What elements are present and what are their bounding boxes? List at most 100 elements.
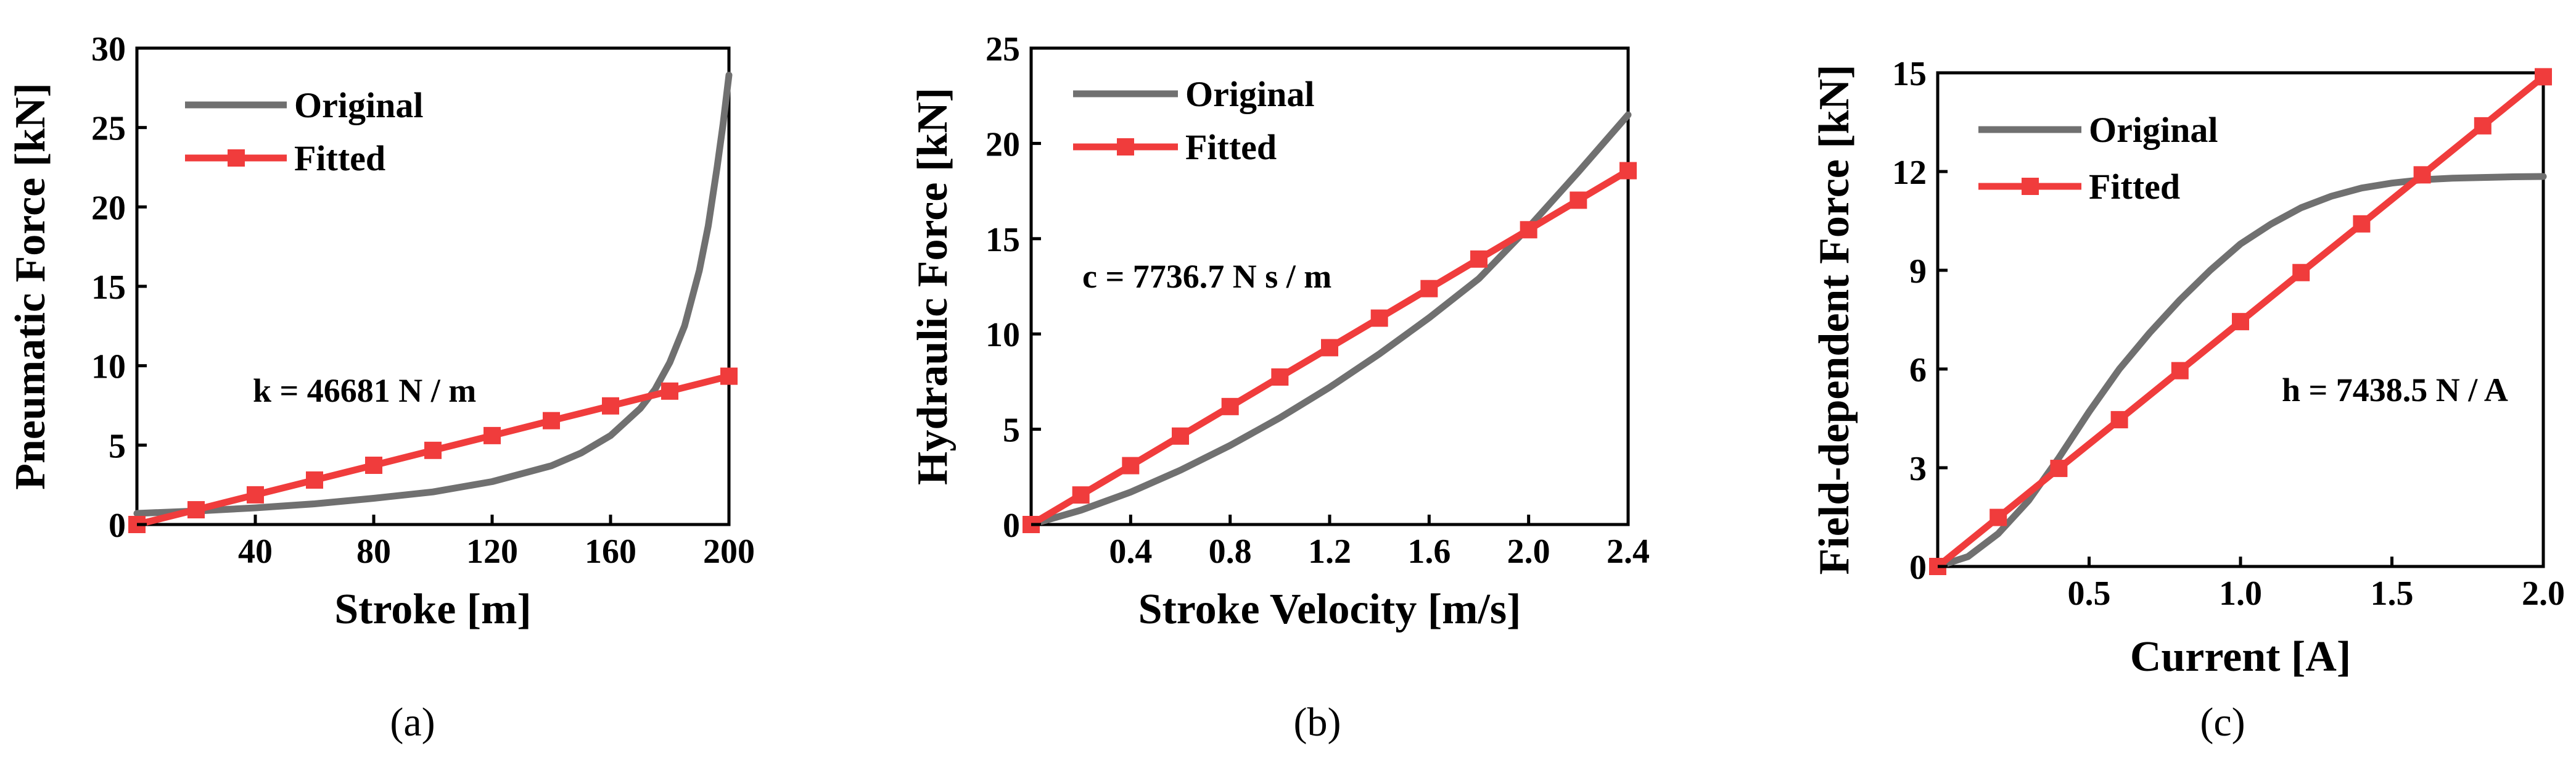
caption: (b) <box>1294 700 1341 745</box>
data-point-fitted <box>306 471 323 489</box>
annotation: k = 46681 N / m <box>253 372 476 409</box>
data-point-fitted <box>2413 166 2431 184</box>
y-ticks: 0 5 10 15 20 25 <box>986 30 1041 545</box>
x-tick-label: 40 <box>238 533 273 571</box>
data-point-fitted <box>365 457 382 475</box>
x-tick-label: 160 <box>585 533 636 571</box>
data-point-fitted <box>2232 313 2249 331</box>
x-ticks: 0.5 1.0 1.5 2.0 <box>2068 557 2565 613</box>
x-tick-label: 80 <box>356 533 391 571</box>
legend-label-fitted: Fitted <box>1185 127 1277 167</box>
data-point-fitted <box>2050 460 2068 478</box>
data-point-fitted <box>1221 397 1239 415</box>
y-tick-label: 0 <box>1909 549 1927 587</box>
x-tick-label: 1.6 <box>1407 533 1451 571</box>
data-point-fitted <box>1470 250 1488 268</box>
y-tick-label: 15 <box>91 268 126 307</box>
y-axis-label: Field-dependent Force [kN] <box>1811 65 1858 575</box>
data-point-fitted <box>543 412 560 429</box>
series-line-original <box>1027 111 1632 528</box>
data-point-fitted <box>1619 162 1637 180</box>
y-tick-label: 15 <box>986 221 1020 259</box>
data-point-fitted <box>424 441 442 459</box>
legend: Original Fitted <box>185 85 423 178</box>
y-tick-label: 20 <box>986 125 1020 164</box>
data-point-fitted <box>1122 457 1140 475</box>
x-tick-label: 1.2 <box>1308 533 1351 571</box>
x-ticks: 40 80 120 160 200 <box>238 515 755 571</box>
data-point-fitted <box>661 382 678 400</box>
x-tick-label: 2.4 <box>1607 533 1650 571</box>
y-tick-label: 10 <box>91 348 126 386</box>
y-tick-label: 5 <box>109 427 126 465</box>
data-point-fitted <box>187 501 205 519</box>
y-tick-label: 20 <box>91 189 126 227</box>
data-point-fitted <box>1072 486 1090 504</box>
plot-marks <box>128 72 738 533</box>
panel-c: 0.5 1.0 1.5 2.0 0 3 6 9 12 15 Current [A] Field-… <box>1811 55 2565 745</box>
legend-label-original: Original <box>1185 74 1314 114</box>
y-tick-label: 30 <box>91 30 126 68</box>
y-tick-label: 0 <box>1003 507 1020 545</box>
plot-marks <box>1929 68 2552 575</box>
legend-label-fitted: Fitted <box>294 138 385 178</box>
data-point-fitted <box>2171 362 2189 380</box>
data-point-fitted <box>2292 263 2310 281</box>
x-axis-label: Stroke Velocity [m/s] <box>1138 586 1521 633</box>
data-point-fitted <box>1321 339 1338 357</box>
data-point-fitted <box>1570 191 1587 209</box>
x-axis-label: Current [A] <box>2130 633 2351 681</box>
caption: (a) <box>390 700 435 745</box>
data-point-fitted <box>2353 215 2371 233</box>
y-tick-label: 25 <box>986 30 1020 68</box>
data-point-fitted <box>1271 368 1289 386</box>
x-ticks: 0.4 0.8 1.2 1.6 2.0 2.4 <box>1109 515 1650 571</box>
panel-b: 0.4 0.8 1.2 1.6 2.0 2.4 0 5 10 15 20 25 Stroke Vel… <box>909 30 1650 745</box>
data-point-fitted <box>1990 508 2007 526</box>
data-point-fitted <box>1172 427 1189 445</box>
legend: Original Fitted <box>1073 74 1314 167</box>
y-tick-label: 5 <box>1003 412 1020 450</box>
caption: (c) <box>2200 700 2245 745</box>
data-point-fitted <box>2535 68 2552 86</box>
data-point-fitted <box>720 367 738 385</box>
data-point-fitted <box>1520 221 1537 239</box>
x-tick-label: 2.0 <box>1507 533 1550 571</box>
panel-a: 40 80 120 160 200 0 5 10 15 20 25 30 Stroke [m] Pn… <box>7 30 755 745</box>
legend: Original Fitted <box>1978 110 2218 207</box>
data-point-fitted <box>2474 117 2492 135</box>
x-tick-label: 1.0 <box>2219 574 2262 613</box>
y-tick-label: 25 <box>91 110 126 148</box>
data-point-fitted <box>1420 280 1438 297</box>
x-tick-label: 200 <box>703 533 755 571</box>
y-ticks: 0 5 10 15 20 25 30 <box>91 30 147 545</box>
data-point-fitted <box>1370 309 1388 327</box>
y-ticks: 0 3 6 9 12 15 <box>1892 55 1948 587</box>
legend-marker-fitted <box>228 149 245 167</box>
x-tick-label: 2.0 <box>2522 574 2565 613</box>
y-tick-label: 12 <box>1892 154 1927 192</box>
data-point-fitted <box>484 426 501 444</box>
x-tick-label: 0.5 <box>2068 574 2111 613</box>
y-axis-label: Hydraulic Force [kN] <box>909 88 957 485</box>
y-tick-label: 15 <box>1892 55 1927 93</box>
y-tick-label: 3 <box>1909 450 1927 488</box>
x-tick-label: 120 <box>466 533 518 571</box>
legend-label-original: Original <box>2089 110 2218 150</box>
x-axis-label: Stroke [m] <box>334 586 531 633</box>
annotation: h = 7438.5 N / A <box>2282 371 2508 409</box>
y-tick-label: 6 <box>1909 351 1927 389</box>
x-tick-label: 0.8 <box>1209 533 1252 571</box>
x-tick-label: 0.4 <box>1109 533 1152 571</box>
x-tick-label: 1.5 <box>2371 574 2414 613</box>
y-tick-label: 10 <box>986 316 1020 354</box>
data-point-fitted <box>602 397 619 415</box>
series-line-original <box>133 72 733 517</box>
legend-label-original: Original <box>294 85 423 125</box>
plot-marks <box>1023 111 1637 533</box>
annotation: c = 7736.7 N s / m <box>1082 258 1331 295</box>
legend-label-fitted: Fitted <box>2089 167 2180 207</box>
y-tick-label: 0 <box>109 507 126 545</box>
y-axis-label: Pneumatic Force [kN] <box>7 83 54 490</box>
